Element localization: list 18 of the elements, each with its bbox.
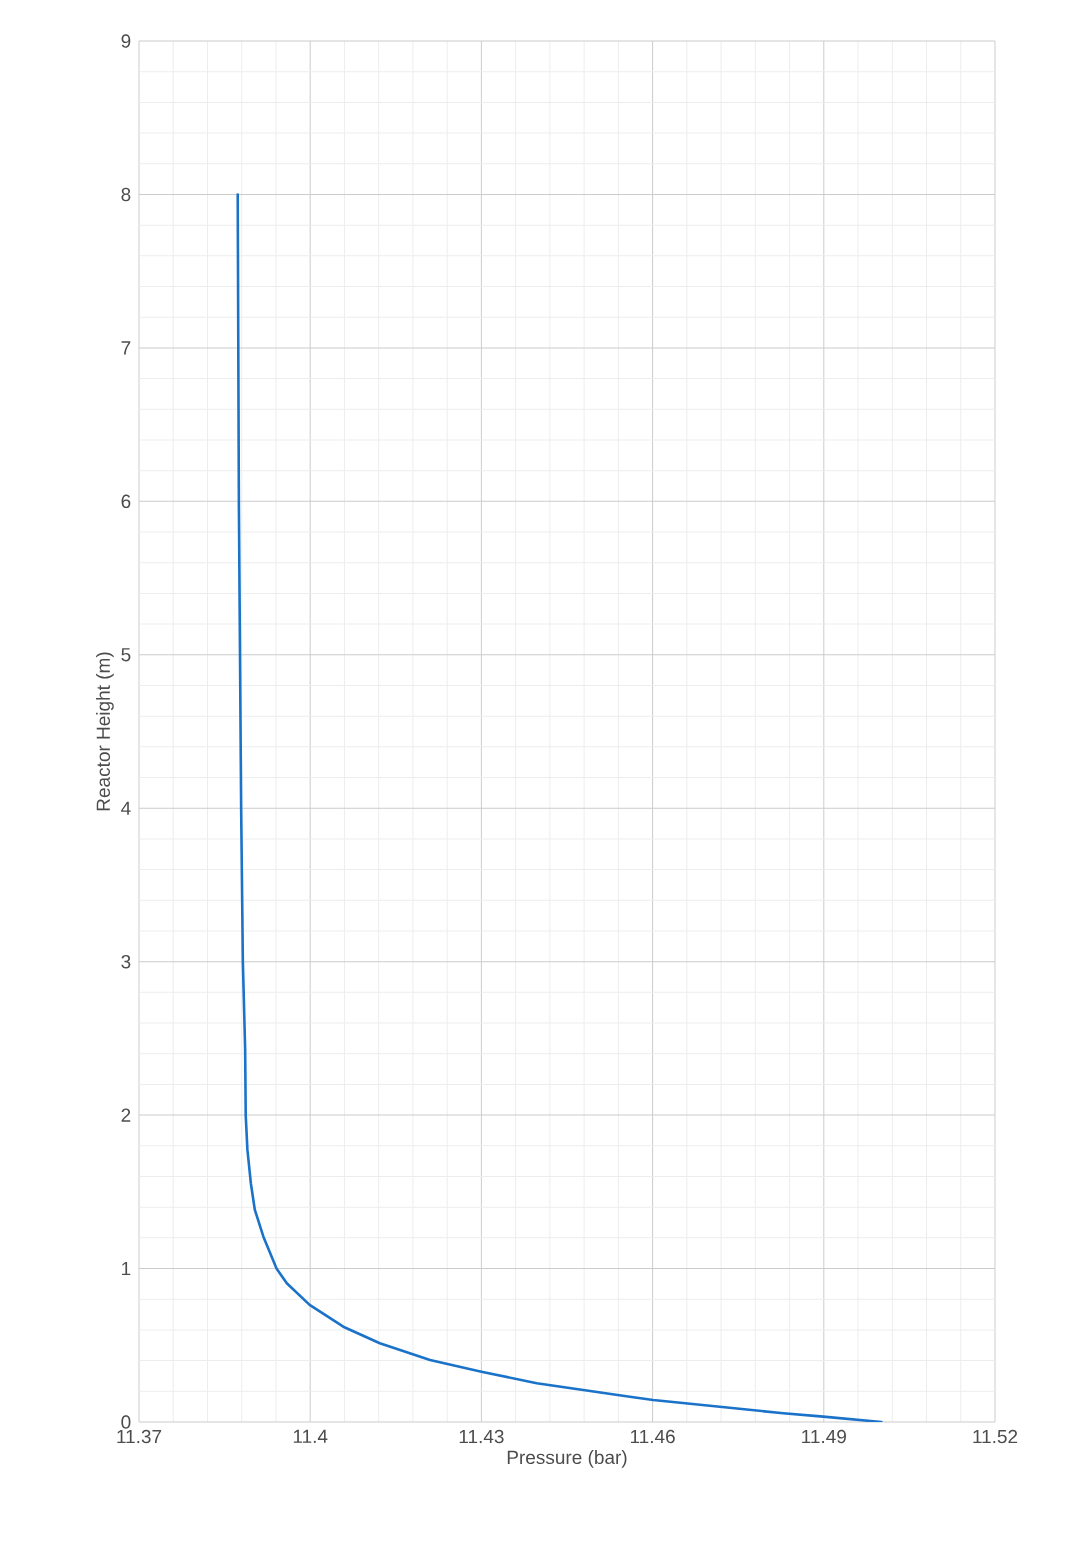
y-tick-label: 6 [121,494,131,509]
y-tick-label: 8 [121,187,131,202]
y-tick-label: 5 [121,648,131,662]
y-tick-label: 0 [121,1415,131,1429]
y-axis-title: Reactor Height (m) [96,652,114,811]
y-tick-label: 2 [121,1108,131,1122]
y-tick-label: 9 [121,34,131,48]
x-tick-label: 11.49 [802,1429,846,1444]
x-tick-label: 11.4 [293,1429,328,1443]
y-tick-label: 1 [122,1262,131,1276]
y-tick-label: 4 [121,801,131,815]
x-tick-label: 11.52 [973,1429,1018,1444]
x-tick-label: 11.43 [459,1429,504,1444]
x-axis-title: Pressure (bar) [507,1450,627,1468]
y-tick-label: 3 [121,954,131,969]
x-tick-label: 11.37 [117,1429,162,1444]
y-tick-label: 7 [121,341,131,355]
x-tick-label: 11.46 [630,1429,675,1444]
